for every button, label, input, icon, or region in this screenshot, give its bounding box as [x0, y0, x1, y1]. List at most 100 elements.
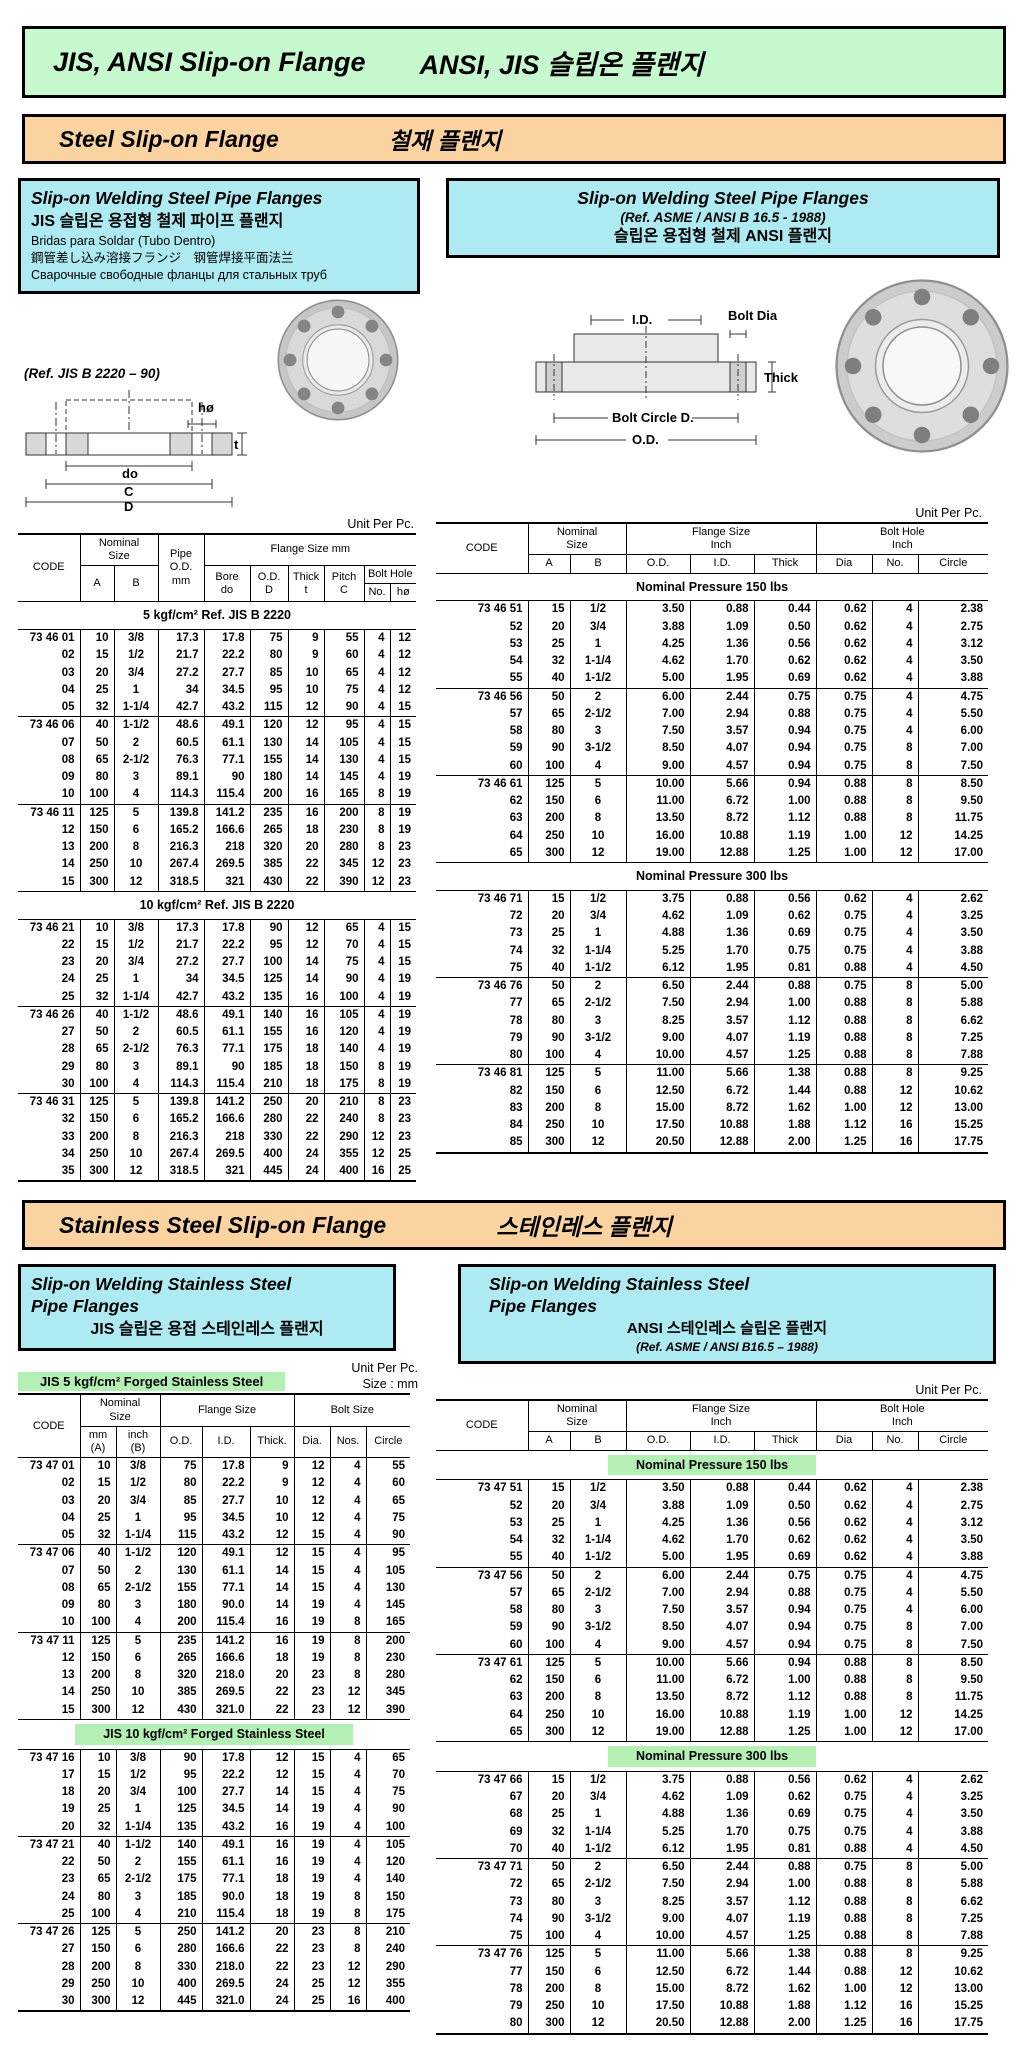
value-cell: 8	[329, 1667, 367, 1685]
value-cell: 4	[871, 723, 919, 741]
value-cell: 10	[569, 827, 627, 845]
value-cell: 120	[159, 1544, 203, 1563]
value-cell: 4	[871, 1566, 919, 1585]
table-row: 53 25 1 4.25 1.36 0.56 0.62 4 3.12	[436, 635, 989, 654]
value-cell: 6.72	[689, 793, 755, 811]
column-header: Bolt Hole Inch	[815, 523, 989, 556]
value-cell: 12.88	[689, 1723, 755, 1742]
product-ref: (Ref. ASME / ANSI B 16.5 - 1988)	[620, 209, 826, 225]
table-row: 14 250 10 385 269.5 22 23 12 345	[18, 1684, 411, 1702]
value-cell: 9.00	[625, 1636, 691, 1655]
value-cell: 1	[569, 635, 627, 654]
value-cell: 235	[249, 803, 289, 822]
value-cell: 1-1/4	[115, 1818, 161, 1837]
value-cell: 4	[329, 1835, 367, 1855]
table-row: 12 150 6 265 166.6 18 19 8 230	[18, 1649, 411, 1668]
value-cell: 330	[159, 1958, 203, 1976]
value-cell: 60	[365, 1475, 411, 1493]
value-cell: 8	[329, 1888, 367, 1906]
value-cell: 2.44	[689, 1858, 755, 1877]
table-row: 79 250 10 17.50 10.88 1.88 1.12 16 15.25	[436, 1998, 989, 2016]
value-cell: 50	[527, 1566, 570, 1585]
value-cell: 1-1/4	[569, 1823, 627, 1841]
table-row: 77 150 6 12.50 6.72 1.44 0.88 12 10.62	[436, 1963, 989, 1981]
value-cell: 0.88	[815, 1029, 873, 1048]
column-header: Flange Size mm	[203, 533, 417, 567]
value-cell: 75	[365, 1784, 411, 1802]
table-row: 25 100 4 210 115.4 18 19 8 175	[18, 1905, 411, 1924]
value-cell: 2	[115, 1562, 161, 1580]
value-cell: 16	[363, 1163, 391, 1182]
value-cell: 269.5	[203, 1145, 251, 1164]
value-cell: 17.8	[201, 1457, 251, 1476]
column-header: Dia.	[293, 1426, 331, 1459]
value-cell: 2.38	[917, 600, 989, 619]
column-header: B	[569, 554, 627, 574]
value-cell: 6	[569, 1082, 627, 1100]
value-cell: 8	[363, 839, 391, 857]
value-cell: 1.70	[689, 942, 755, 960]
value-cell: 1-1/4	[569, 1532, 627, 1550]
value-cell: 0.88	[815, 1840, 873, 1859]
value-cell: 1-1/2	[569, 959, 627, 978]
value-cell: 4.07	[689, 740, 755, 758]
value-cell: 7.50	[917, 1636, 989, 1655]
value-cell: 6	[569, 1672, 627, 1690]
code-cell: 22	[61, 1856, 75, 1869]
value-cell: 100	[159, 1784, 203, 1802]
value-cell: 25	[79, 681, 114, 700]
column-header: I.D.	[201, 1426, 251, 1459]
stainless-banner-en: Stainless Steel Slip-on Flange	[59, 1211, 387, 1238]
value-cell: 2-1/2	[569, 1876, 627, 1894]
value-cell: 1-1/4	[113, 699, 159, 717]
code-cell: 82	[509, 1084, 523, 1097]
value-cell: 6.62	[917, 1012, 989, 1030]
value-cell: 19	[293, 1871, 331, 1889]
column-header: Bolt Size	[293, 1394, 411, 1427]
value-cell: 0.75	[753, 687, 817, 706]
value-cell: 8	[871, 995, 919, 1013]
value-cell: 265	[159, 1649, 203, 1668]
value-cell: 4	[871, 600, 919, 619]
value-cell: 1-1/2	[115, 1544, 161, 1563]
code-cell: 25	[61, 1907, 75, 1920]
value-cell: 43.2	[203, 988, 251, 1007]
value-cell: 4	[363, 769, 391, 787]
value-cell: 15	[79, 936, 114, 955]
value-cell: 0.75	[815, 908, 873, 926]
value-cell: 77.1	[201, 1871, 251, 1889]
value-cell: 65	[79, 1041, 114, 1059]
value-cell: 40	[79, 1835, 116, 1855]
value-cell: 4	[329, 1457, 367, 1476]
value-cell: 19	[389, 1058, 417, 1076]
value-cell: 0.88	[689, 1479, 755, 1498]
value-cell: 1.25	[753, 1723, 817, 1742]
value-cell: 95	[365, 1544, 411, 1563]
table-row: 29 80 3 89.1 90 185 18 150 8 19	[18, 1058, 417, 1076]
value-cell: 19	[389, 821, 417, 840]
value-cell: 175	[249, 1041, 289, 1059]
ansi-stainless-header-box: Slip-on Welding Stainless Steel Pipe Fla…	[458, 1264, 996, 1364]
value-cell: 4	[329, 1818, 367, 1837]
value-cell: 12	[287, 716, 325, 735]
table-row: 03 20 3/4 27.2 27.7 85 10 65 4 12	[18, 664, 417, 682]
column-header: Thick	[753, 554, 817, 574]
value-cell: 19	[389, 786, 417, 805]
code-cell: 25	[61, 990, 75, 1003]
value-cell: 8	[113, 1128, 159, 1146]
value-cell: 18	[287, 1058, 325, 1076]
value-cell: 100	[79, 1075, 114, 1094]
code-cell: 23	[61, 956, 75, 969]
value-cell: 3.50	[917, 925, 989, 943]
code-cell: 73 46 51	[436, 600, 528, 619]
value-cell: 100	[527, 1047, 570, 1065]
value-cell: 15	[527, 1770, 570, 1789]
value-cell: 445	[249, 1163, 289, 1182]
value-cell: 3.12	[917, 635, 989, 654]
code-cell: 30	[61, 1077, 75, 1090]
value-cell: 4.62	[625, 1789, 691, 1807]
value-cell: 4	[329, 1544, 367, 1563]
value-cell: 4	[363, 716, 391, 735]
value-cell: 65	[527, 1876, 570, 1894]
value-cell: 25	[79, 971, 114, 989]
